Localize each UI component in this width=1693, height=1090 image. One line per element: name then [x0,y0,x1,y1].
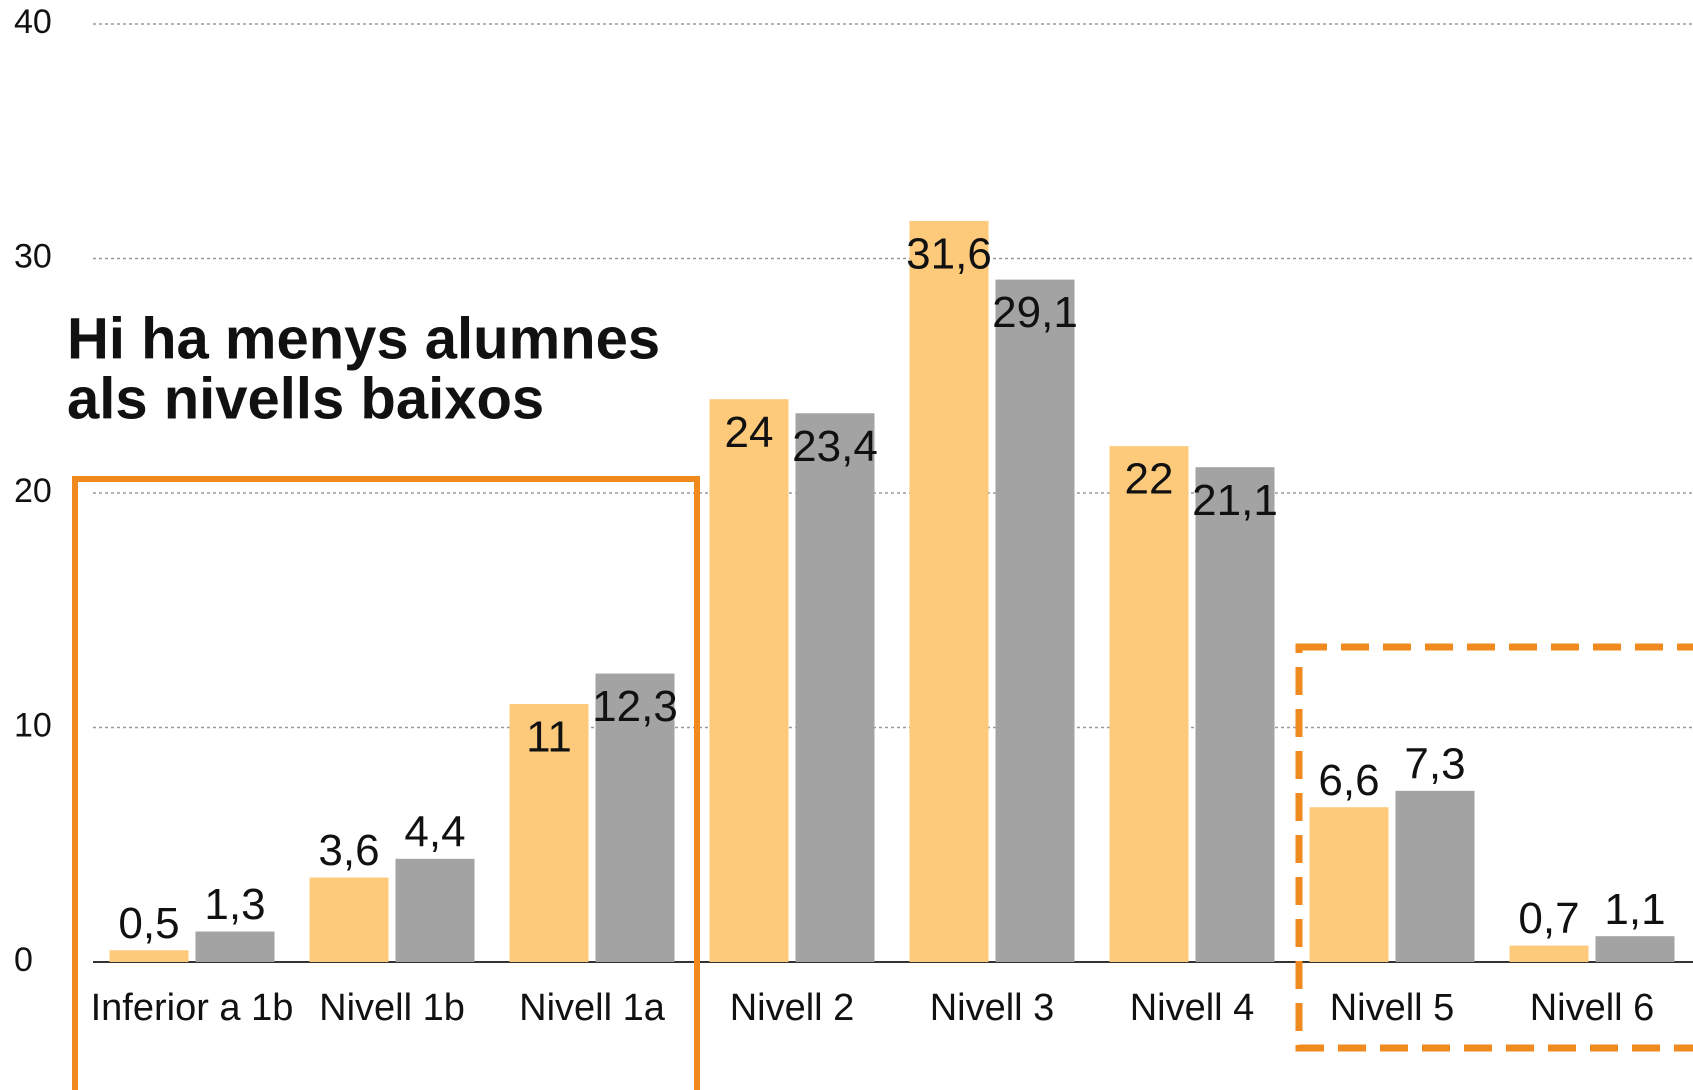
highlight-box [72,476,700,1090]
value-label: 31,6 [906,230,992,279]
value-label: 4,4 [404,807,465,856]
x-tick-label: Nivell 4 [1130,987,1255,1029]
x-tick-label: Nivell 3 [930,987,1055,1029]
annotation: als nivells baixos [67,366,544,431]
bar [195,931,275,962]
y-tick-label: 30 [14,237,52,275]
value-label: 12,3 [592,682,678,731]
bar [1309,807,1389,962]
bar [509,704,589,962]
value-label: 0,5 [118,899,179,948]
bar [1109,446,1189,963]
bar [595,673,675,962]
bar [1595,936,1675,962]
bar [309,877,389,962]
y-tick-label: 10 [14,706,52,744]
bar [395,858,475,962]
value-label: 11 [526,713,572,762]
value-label: 6,6 [1318,756,1379,805]
value-label: 7,3 [1404,739,1465,788]
bar [995,279,1075,963]
x-tick-label: Nivell 1b [319,987,465,1029]
x-tick-label: Nivell 5 [1330,987,1455,1029]
annotation: Hi ha menys alumnes [67,306,660,371]
x-tick-label: Nivell 2 [730,987,855,1029]
bar [909,220,989,963]
bar [109,950,189,962]
y-tick-label: 20 [14,472,52,510]
value-label: 22 [1125,455,1174,504]
y-tick-label: 0 [14,941,33,979]
value-label: 1,1 [1604,885,1665,934]
value-label: 24 [725,408,774,457]
value-label: 21,1 [1192,476,1278,525]
bar [1395,790,1475,962]
value-label: 0,7 [1518,894,1579,943]
highlight-box-dashed [1295,643,1693,1052]
bar [1509,945,1589,962]
value-label: 1,3 [204,880,265,929]
y-tick-label: 40 [14,3,52,41]
x-tick-label: Nivell 6 [1530,987,1655,1029]
value-label: 3,6 [318,826,379,875]
bar [1195,467,1275,962]
bar [709,399,789,962]
x-tick-label: Nivell 1a [519,987,666,1029]
value-label: 29,1 [992,288,1078,337]
value-label: 23,4 [792,422,878,471]
x-tick-label: Inferior a 1b [91,987,294,1029]
bar [795,413,875,962]
